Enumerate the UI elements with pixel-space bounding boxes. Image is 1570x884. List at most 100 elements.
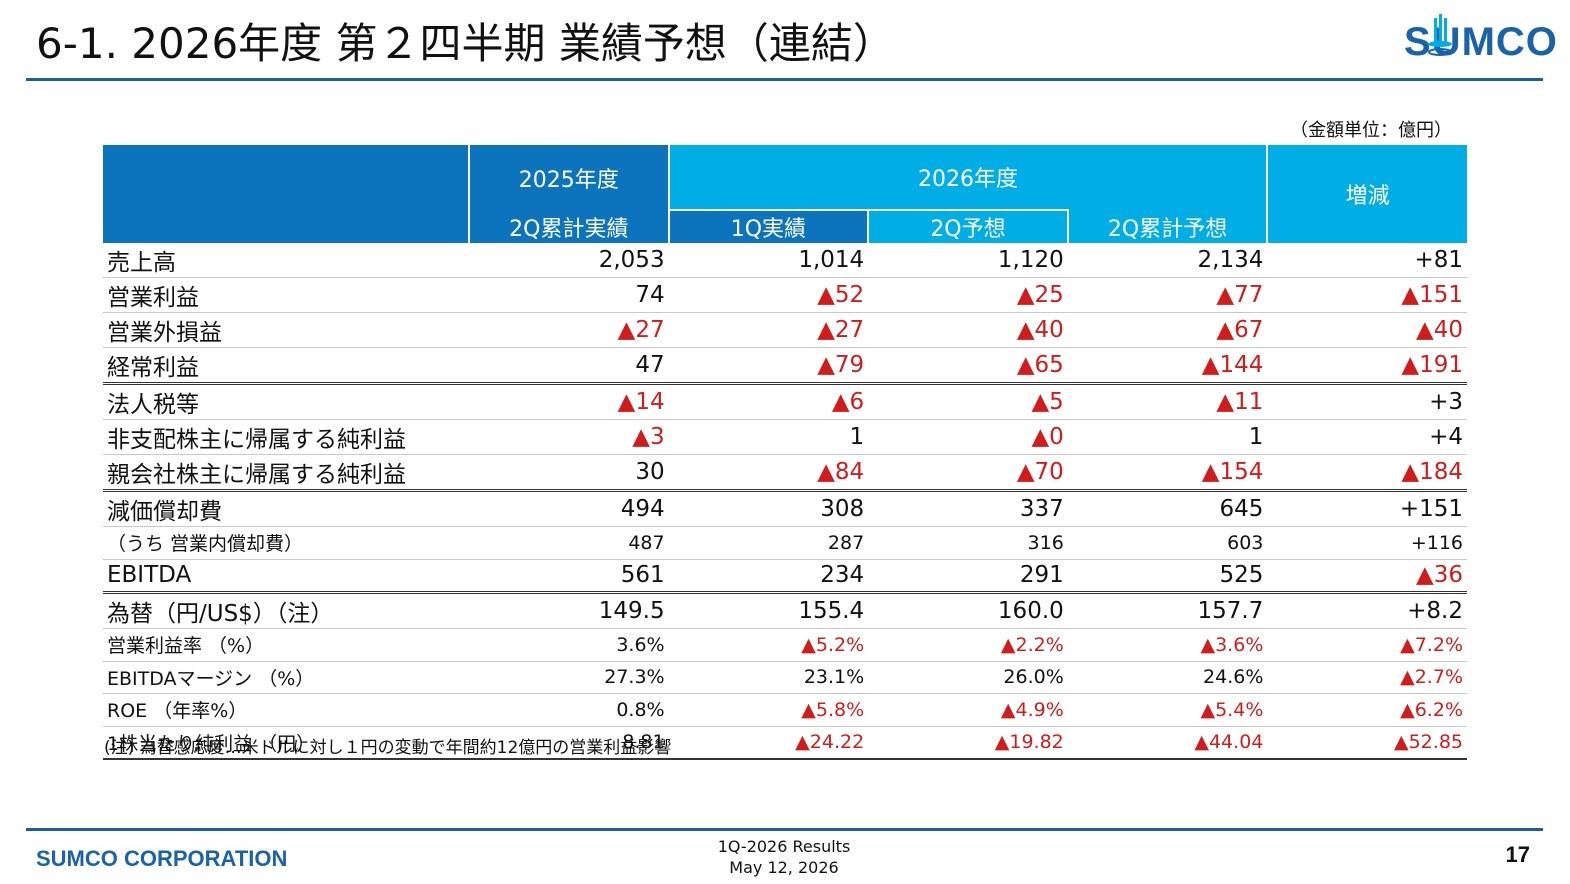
cell-value: ▲4.9% xyxy=(868,693,1068,727)
header-2q-cum-forecast: 2Q累計予想 xyxy=(1067,210,1268,243)
cell-value: ▲5.8% xyxy=(668,693,869,727)
cell-value: ▲191 xyxy=(1267,347,1467,385)
footer-rule xyxy=(26,828,1543,831)
cell-value: ▲84 xyxy=(668,454,869,492)
table-row: 非支配株主に帰属する純利益 ▲3 1 ▲0 1 +4 xyxy=(103,419,1467,455)
row-label: 経常利益 xyxy=(103,347,469,385)
cell-value: ▲24.22 xyxy=(668,726,869,760)
cell-value: ▲5.4% xyxy=(1067,693,1268,727)
fx-sensitivity-note: (注) 為替感応度…米ドルに対し１円の変動で年間約12億円の営業利益影響 xyxy=(104,738,672,758)
row-label: 親会社株主に帰属する純利益 xyxy=(103,454,469,492)
table-row: （うち 営業内償却費） 487 287 316 603 +116 xyxy=(103,526,1467,560)
cell-value: 0.8% xyxy=(469,693,669,727)
table-row: 営業利益率 （%） 3.6% ▲5.2% ▲2.2% ▲3.6% ▲7.2% xyxy=(103,628,1467,662)
cell-value: 3.6% xyxy=(469,628,669,662)
header-diff: 増減 xyxy=(1266,145,1467,243)
cell-value: 291 xyxy=(868,559,1068,594)
report-info: 1Q-2026 Results May 12, 2026 xyxy=(684,836,884,878)
cell-value: ▲6 xyxy=(668,383,869,420)
cell-value: 316 xyxy=(868,526,1068,560)
cell-value: ▲52 xyxy=(668,277,869,313)
cell-value: 155.4 xyxy=(668,592,869,629)
row-label: 法人税等 xyxy=(103,383,469,420)
cell-value: 157.7 xyxy=(1067,592,1268,629)
table-row: 営業外損益 ▲27 ▲27 ▲40 ▲67 ▲40 xyxy=(103,312,1467,348)
cell-value: ▲184 xyxy=(1267,454,1467,492)
row-label: 営業利益率 （%） xyxy=(103,628,469,662)
row-label: 営業外損益 xyxy=(103,312,469,348)
cell-value: 26.0% xyxy=(868,661,1068,694)
cell-value: +4 xyxy=(1267,419,1467,455)
cell-value: ▲19.82 xyxy=(868,726,1068,760)
cell-value: +81 xyxy=(1267,243,1467,278)
cell-value: 1,120 xyxy=(868,243,1068,278)
cell-value: ▲5.2% xyxy=(668,628,869,662)
cell-value: ▲3.6% xyxy=(1067,628,1268,662)
cell-value: 561 xyxy=(469,559,669,594)
table-row: 売上高 2,053 1,014 1,120 2,134 +81 xyxy=(103,243,1467,278)
table-row: 為替（円/US$）（注） 149.5 155.4 160.0 157.7 +8.2 xyxy=(103,592,1467,629)
row-label: 売上高 xyxy=(103,243,469,278)
cell-value: 2,053 xyxy=(469,243,669,278)
cell-value: ▲36 xyxy=(1267,559,1467,594)
cell-value: ▲65 xyxy=(868,347,1068,385)
cell-value: 645 xyxy=(1067,490,1268,527)
cell-value: 2,134 xyxy=(1067,243,1268,278)
row-label: ROE （年率%） xyxy=(103,693,469,727)
company-name: SUMCO CORPORATION xyxy=(36,846,288,871)
cell-value: ▲79 xyxy=(668,347,869,385)
cell-value: +151 xyxy=(1267,490,1467,527)
cell-value: ▲14 xyxy=(469,383,669,420)
cell-value: ▲11 xyxy=(1067,383,1268,420)
table-row: 法人税等 ▲14 ▲6 ▲5 ▲11 +3 xyxy=(103,383,1467,420)
cell-value: ▲2.7% xyxy=(1267,661,1467,694)
cell-value: ▲70 xyxy=(868,454,1068,492)
cell-value: ▲5 xyxy=(868,383,1068,420)
cell-value: 23.1% xyxy=(668,661,869,694)
page-number: 17 xyxy=(1505,842,1530,867)
cell-value: 234 xyxy=(668,559,869,594)
cell-value: 149.5 xyxy=(469,592,669,629)
header-fy2025-sub: 2Q累計実績 xyxy=(468,210,670,243)
table-row: 営業利益 74 ▲52 ▲25 ▲77 ▲151 xyxy=(103,277,1467,313)
row-label: 為替（円/US$）（注） xyxy=(103,592,469,629)
cell-value: ▲154 xyxy=(1067,454,1268,492)
table-row: 減価償却費 494 308 337 645 +151 xyxy=(103,490,1467,527)
row-label: 1株当たり純利益 （円） xyxy=(103,726,469,760)
cell-value: 160.0 xyxy=(868,592,1068,629)
cell-value: 603 xyxy=(1067,526,1268,560)
cell-value: 24.6% xyxy=(1067,661,1268,694)
cell-value: ▲52.85 xyxy=(1267,726,1467,760)
row-label: EBITDA xyxy=(103,559,469,594)
cell-value: 494 xyxy=(469,490,669,527)
row-label: 非支配株主に帰属する純利益 xyxy=(103,419,469,455)
cell-value: 487 xyxy=(469,526,669,560)
cell-value: 74 xyxy=(469,277,669,313)
cell-value: 8.81 xyxy=(469,726,669,760)
cell-value: 27.3% xyxy=(469,661,669,694)
cell-value: ▲40 xyxy=(868,312,1068,348)
header-blank xyxy=(103,145,469,243)
table-row: EBITDAマージン （%） 27.3% 23.1% 26.0% 24.6% ▲2.7% xyxy=(103,661,1467,694)
header-fy2026: 2026年度 xyxy=(668,145,1268,210)
page-title: 6-1. 2026年度 第２四半期 業績予想（連結） xyxy=(36,19,895,68)
logo-text: SUMCO xyxy=(1404,20,1558,64)
table-body: 売上高 2,053 1,014 1,120 2,134 +81 営業利益 74 ▲52 ▲25 ▲7… xyxy=(103,243,1467,760)
cell-value: ▲77 xyxy=(1067,277,1268,313)
title-rule xyxy=(26,78,1543,81)
cell-value: 30 xyxy=(469,454,669,492)
report-date: May 12, 2026 xyxy=(729,858,839,877)
cell-value: +116 xyxy=(1267,526,1467,560)
cell-value: ▲7.2% xyxy=(1267,628,1467,662)
cell-value: ▲144 xyxy=(1067,347,1268,385)
unit-note: （金額単位：億円） xyxy=(1290,120,1452,141)
header-fy2025: 2025年度 xyxy=(468,145,670,210)
cell-value: 525 xyxy=(1067,559,1268,594)
cell-value: +8.2 xyxy=(1267,592,1467,629)
cell-value: +3 xyxy=(1267,383,1467,420)
row-label: EBITDAマージン （%） xyxy=(103,661,469,694)
sumco-logo: SUMCO xyxy=(1404,14,1557,68)
table-row: 1株当たり純利益 （円） 8.81 ▲24.22 ▲19.82 ▲44.04 ▲52.85 xyxy=(103,726,1467,760)
cell-value: ▲27 xyxy=(668,312,869,348)
table-row: 経常利益 47 ▲79 ▲65 ▲144 ▲191 xyxy=(103,347,1467,385)
